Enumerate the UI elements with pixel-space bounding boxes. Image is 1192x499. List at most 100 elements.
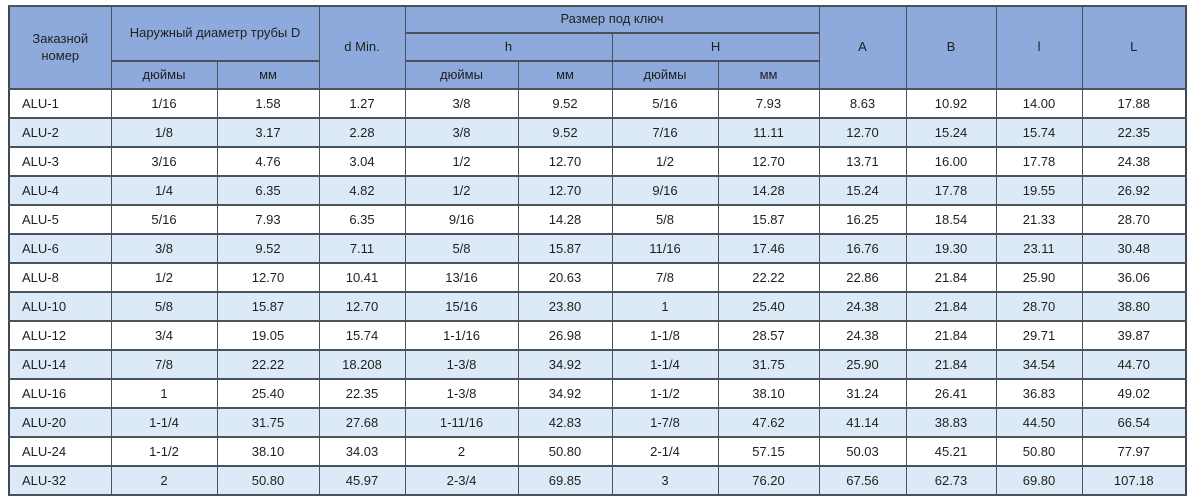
- table-cell: 25.40: [216, 378, 320, 409]
- table-cell: 15.87: [717, 204, 820, 235]
- table-cell: 13.71: [818, 146, 907, 177]
- order-number-cell: ALU-16: [8, 378, 112, 409]
- table-cell: 17.78: [995, 146, 1083, 177]
- header-row-1: Заказной номер Наружный диаметр трубы D …: [8, 5, 1187, 90]
- table-cell: 28.70: [995, 291, 1083, 322]
- table-cell: 1/8: [110, 117, 218, 148]
- table-cell: 67.56: [818, 465, 907, 496]
- table-cell: 1/16: [110, 88, 218, 119]
- table-cell: 1-1/4: [611, 349, 719, 380]
- table-row: ALU-4 1/4 6.35 4.82 1/2 12.70 9/16 14.28 15.24 17…: [8, 175, 1187, 206]
- table-cell: 28.70: [1081, 204, 1187, 235]
- table-cell: 1-3/8: [404, 349, 519, 380]
- table-cell: 11/16: [611, 233, 719, 264]
- table-cell: 7.11: [318, 233, 406, 264]
- table-cell: 49.02: [1081, 378, 1187, 409]
- col-header-h-big-mm: мм: [717, 60, 820, 90]
- table-cell: 26.92: [1081, 175, 1187, 206]
- table-cell: 107.18: [1081, 465, 1187, 496]
- col-header-order-number: Заказной номер: [8, 5, 112, 90]
- table-cell: 14.28: [517, 204, 613, 235]
- table-cell: 3.17: [216, 117, 320, 148]
- table-cell: 38.83: [905, 407, 997, 438]
- table-row: ALU-2 1/8 3.17 2.28 3/8 9.52 7/16 11.11 12.70 15.…: [8, 117, 1187, 148]
- table-cell: 44.70: [1081, 349, 1187, 380]
- table-cell: 22.22: [717, 262, 820, 293]
- table-cell: 2: [110, 465, 218, 496]
- table-cell: 41.14: [818, 407, 907, 438]
- table-row: ALU-14 7/8 22.22 18.208 1-3/8 34.92 1-1/4 31.75…: [8, 349, 1187, 380]
- order-number-cell: ALU-3: [8, 146, 112, 177]
- table-cell: 2-3/4: [404, 465, 519, 496]
- table-cell: 25.40: [717, 291, 820, 322]
- table-cell: 5/16: [611, 88, 719, 119]
- table-row: ALU-3 3/16 4.76 3.04 1/2 12.70 1/2 12.70 13.71 16…: [8, 146, 1187, 177]
- table-cell: 1-11/16: [404, 407, 519, 438]
- table-cell: 12.70: [717, 146, 820, 177]
- table-cell: 10.92: [905, 88, 997, 119]
- table-cell: 39.87: [1081, 320, 1187, 351]
- table-cell: 15.24: [905, 117, 997, 148]
- table-cell: 26.41: [905, 378, 997, 409]
- table-cell: 23.11: [995, 233, 1083, 264]
- order-number-cell: ALU-5: [8, 204, 112, 235]
- table-cell: 69.85: [517, 465, 613, 496]
- table-cell: 16.25: [818, 204, 907, 235]
- table-cell: 21.84: [905, 349, 997, 380]
- table-cell: 50.80: [995, 436, 1083, 467]
- table-cell: 45.97: [318, 465, 406, 496]
- table-cell: 1-1/16: [404, 320, 519, 351]
- table-cell: 5/8: [611, 204, 719, 235]
- table-row: ALU-16 1 25.40 22.35 1-3/8 34.92 1-1/2 38.10 31.…: [8, 378, 1187, 409]
- table-cell: 7/16: [611, 117, 719, 148]
- table-cell: 12.70: [517, 146, 613, 177]
- table-cell: 1/2: [404, 146, 519, 177]
- table-cell: 12.70: [818, 117, 907, 148]
- table-cell: 42.83: [517, 407, 613, 438]
- table-header: Заказной номер Наружный диаметр трубы D …: [8, 5, 1187, 90]
- table-cell: 21.84: [905, 320, 997, 351]
- table-cell: 25.90: [818, 349, 907, 380]
- table-cell: 7/8: [110, 349, 218, 380]
- table-cell: 1: [611, 291, 719, 322]
- table-cell: 16.76: [818, 233, 907, 264]
- table-row: ALU-12 3/4 19.05 15.74 1-1/16 26.98 1-1/8 28.57…: [8, 320, 1187, 351]
- table-cell: 5/8: [110, 291, 218, 322]
- table-cell: 9/16: [404, 204, 519, 235]
- table-cell: 14.00: [995, 88, 1083, 119]
- col-header-h-small: h: [404, 32, 613, 62]
- table-cell: 3: [611, 465, 719, 496]
- table-cell: 34.92: [517, 349, 613, 380]
- table-cell: 15.87: [216, 291, 320, 322]
- table-row: ALU-32 2 50.80 45.97 2-3/4 69.85 3 76.20 67.56 62…: [8, 465, 1187, 496]
- order-number-cell: ALU-12: [8, 320, 112, 351]
- table-cell: 5/16: [110, 204, 218, 235]
- col-header-l-big: L: [1081, 5, 1187, 90]
- table-cell: 15/16: [404, 291, 519, 322]
- table-body: ALU-1 1/16 1.58 1.27 3/8 9.52 5/16 7.93 8.63 10.9…: [8, 88, 1187, 496]
- table-cell: 28.57: [717, 320, 820, 351]
- table-cell: 17.88: [1081, 88, 1187, 119]
- table-cell: 18.208: [318, 349, 406, 380]
- table-cell: 4.82: [318, 175, 406, 206]
- table-cell: 26.98: [517, 320, 613, 351]
- order-number-cell: ALU-4: [8, 175, 112, 206]
- table-cell: 11.11: [717, 117, 820, 148]
- table-cell: 3/8: [110, 233, 218, 264]
- table-cell: 20.63: [517, 262, 613, 293]
- table-cell: 9.52: [517, 117, 613, 148]
- col-header-wrench-size: Размер под ключ: [404, 5, 820, 34]
- table-cell: 10.41: [318, 262, 406, 293]
- table-cell: 77.97: [1081, 436, 1187, 467]
- spec-table: Заказной номер Наружный диаметр трубы D …: [8, 5, 1188, 496]
- col-header-h-big-inches: дюймы: [611, 60, 719, 90]
- table-cell: 34.54: [995, 349, 1083, 380]
- table-cell: 1-1/2: [110, 436, 218, 467]
- header-row-2: h H: [9, 32, 1186, 62]
- table-row: ALU-24 1-1/2 38.10 34.03 2 50.80 2-1/4 57.15 50.…: [8, 436, 1187, 467]
- table-cell: 5/8: [404, 233, 519, 264]
- table-cell: 69.80: [995, 465, 1083, 496]
- table-cell: 3.04: [318, 146, 406, 177]
- table-cell: 13/16: [404, 262, 519, 293]
- col-header-l-small: l: [995, 5, 1083, 90]
